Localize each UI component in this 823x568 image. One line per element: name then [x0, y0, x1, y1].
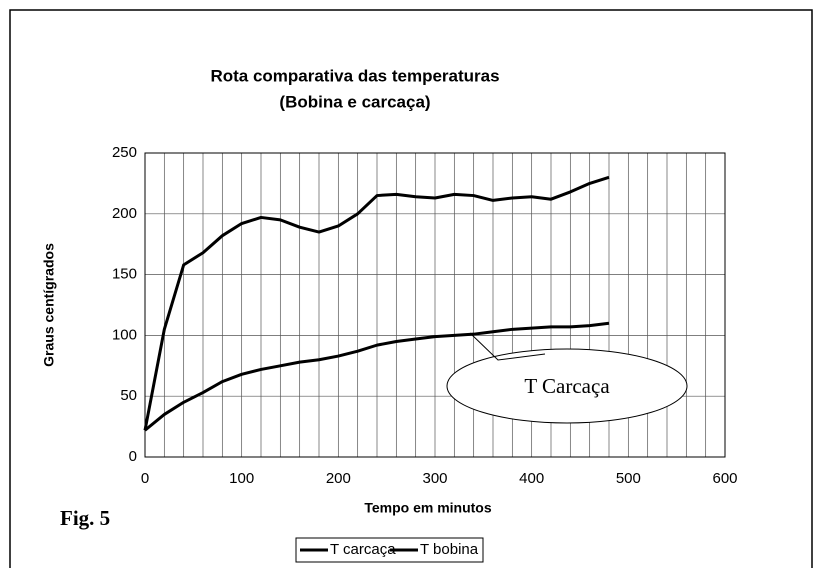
y-tick-label: 200 [112, 205, 137, 222]
chart-subtitle: (Bobina e carcaça) [279, 92, 430, 111]
y-tick-label: 50 [120, 387, 137, 404]
series-line [144, 321, 610, 432]
x-axis-label: Tempo em minutos [364, 500, 492, 516]
figure-label: Fig. 5 [60, 506, 110, 530]
y-tick-label: 100 [112, 326, 137, 343]
y-tick-label: 150 [112, 266, 137, 283]
series-line [143, 175, 610, 431]
y-tick-label: 0 [129, 448, 137, 465]
annotation: T Carcaça [524, 374, 610, 398]
legend-label: T carcaça [330, 541, 396, 558]
x-tick-label: 500 [616, 470, 641, 487]
chart-title: Rota comparativa das temperaturas [210, 66, 499, 85]
x-tick-label: 300 [422, 470, 447, 487]
frame [9, 9, 813, 568]
x-tick-label: 200 [326, 470, 351, 487]
x-tick-label: 400 [519, 470, 544, 487]
plot-area [144, 152, 726, 458]
x-tick-label: 600 [712, 470, 737, 487]
x-tick-label: 100 [229, 470, 254, 487]
annotation-bubble [446, 348, 688, 424]
x-tick-label: 0 [141, 470, 149, 487]
y-tick-label: 250 [112, 144, 137, 161]
callout [469, 332, 546, 361]
legend-label: T bobina [420, 541, 479, 558]
y-axis-label: Graus centígrados [41, 243, 57, 367]
